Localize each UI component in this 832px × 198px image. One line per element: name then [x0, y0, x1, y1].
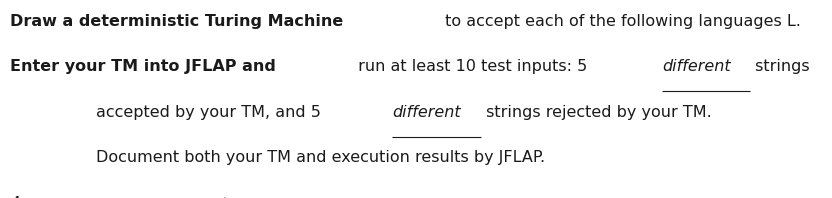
Text: Enter your TM into JFLAP and: Enter your TM into JFLAP and: [10, 59, 276, 74]
Text: to accept each of the following languages L.: to accept each of the following language…: [440, 14, 801, 29]
Text: 4.: 4.: [10, 196, 25, 198]
Text: different: different: [662, 59, 730, 74]
Text: run at least 10 test inputs: 5: run at least 10 test inputs: 5: [353, 59, 592, 74]
Text: different: different: [393, 105, 461, 120]
Text: strings rejected by your TM.: strings rejected by your TM.: [481, 105, 711, 120]
Text: Draw a deterministic Turing Machine: Draw a deterministic Turing Machine: [10, 14, 344, 29]
Text: accepted by your TM, and 5: accepted by your TM, and 5: [96, 105, 325, 120]
Text: strings: strings: [750, 59, 810, 74]
Text: $L_4 = \{ w \in \{a,\, b\}^* :\ \ n_a(w) \neq n_b(w)\ \}.$: $L_4 = \{ w \in \{a,\, b\}^* :\ \ n_a(w)…: [83, 196, 384, 198]
Text: Document both your TM and execution results by JFLAP.: Document both your TM and execution resu…: [96, 150, 545, 166]
